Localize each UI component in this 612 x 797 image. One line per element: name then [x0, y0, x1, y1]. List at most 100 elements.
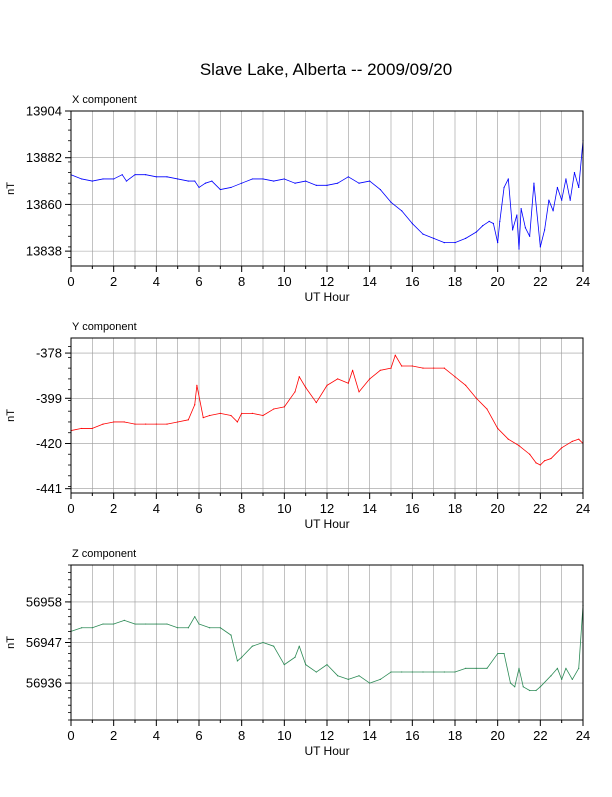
y-tick-label: 13860	[26, 197, 62, 212]
data-point	[394, 354, 396, 356]
data-point	[337, 182, 339, 184]
y-tick-label: -420	[36, 436, 62, 451]
data-point	[465, 667, 467, 669]
x-tick-label: 24	[576, 501, 590, 516]
data-point	[454, 242, 456, 244]
data-point	[497, 242, 499, 244]
data-point	[241, 182, 243, 184]
x-tick-label: 6	[195, 501, 202, 516]
data-point	[390, 367, 392, 369]
data-point	[315, 671, 317, 673]
x-tick-label: 22	[533, 728, 547, 743]
x-tick-label: 16	[405, 728, 419, 743]
data-point	[475, 667, 477, 669]
x-tick-label: 4	[153, 501, 160, 516]
data-point	[145, 423, 147, 425]
data-point	[486, 667, 488, 669]
data-point	[145, 174, 147, 176]
y-tick-label: 13882	[26, 150, 62, 165]
data-point	[91, 627, 93, 629]
data-point	[123, 421, 125, 423]
data-point	[390, 201, 392, 203]
x-tick-label: 12	[320, 501, 334, 516]
data-point	[561, 678, 563, 681]
data-point	[352, 369, 354, 371]
data-point	[578, 438, 580, 440]
data-point	[433, 237, 435, 239]
data-point	[337, 378, 339, 380]
data-point	[337, 675, 339, 677]
data-point	[273, 180, 275, 182]
data-point	[433, 367, 435, 369]
x-tick-label: 6	[195, 728, 202, 743]
data-point	[411, 671, 413, 673]
x-tick-label: 16	[405, 501, 419, 516]
x-tick-label: 8	[238, 501, 245, 516]
data-point	[262, 414, 264, 417]
data-point	[273, 408, 275, 410]
data-point	[177, 178, 179, 180]
data-point	[305, 664, 307, 666]
data-point	[166, 623, 168, 625]
data-point	[91, 427, 93, 430]
data-point	[379, 188, 381, 191]
data-point	[315, 184, 317, 186]
data-point	[219, 412, 221, 414]
data-point	[529, 235, 531, 237]
data-point	[305, 180, 307, 182]
data-point	[411, 222, 413, 225]
data-point	[326, 664, 328, 666]
data-point	[482, 225, 484, 227]
data-point	[422, 233, 424, 235]
x-axis-label: UT Hour	[304, 517, 349, 531]
x-tick-label: 14	[362, 501, 376, 516]
x-tick-label: 12	[320, 728, 334, 743]
data-series-line	[70, 354, 584, 466]
data-point	[401, 210, 403, 212]
y-axis-label: nT	[5, 409, 17, 422]
data-point	[511, 229, 514, 231]
data-point	[516, 214, 518, 216]
data-point	[347, 678, 349, 681]
data-point	[113, 421, 115, 423]
data-point	[125, 180, 128, 182]
data-point	[166, 176, 168, 178]
data-point	[283, 178, 285, 180]
data-point	[390, 671, 392, 673]
data-point	[507, 178, 509, 180]
x-tick-label: 24	[576, 274, 590, 289]
data-point	[369, 682, 371, 684]
data-point	[454, 671, 456, 673]
data-point	[475, 231, 477, 233]
data-point	[499, 220, 501, 223]
data-point	[443, 671, 445, 673]
x-tick-label: 18	[448, 274, 462, 289]
data-point	[262, 641, 264, 644]
data-point	[503, 652, 505, 655]
data-point	[379, 369, 381, 371]
data-point	[230, 186, 232, 189]
data-point	[187, 627, 189, 629]
x-tick-label: 8	[238, 274, 245, 289]
data-point	[454, 376, 456, 378]
x-tick-label: 16	[405, 274, 419, 289]
data-point	[236, 660, 238, 662]
data-point	[219, 627, 221, 629]
data-point	[211, 180, 213, 182]
x-tick-label: 18	[448, 501, 462, 516]
data-point	[194, 180, 196, 182]
y-tick-label: 56936	[26, 676, 62, 691]
y-tick-label: 56958	[26, 594, 62, 609]
x-tick-label: 14	[362, 728, 376, 743]
y-tick-label: -441	[36, 481, 62, 496]
data-point	[177, 627, 179, 629]
x-tick-label: 0	[67, 728, 74, 743]
data-point	[113, 178, 115, 180]
data-point	[433, 671, 435, 673]
data-point	[556, 667, 559, 669]
x-axis-label: UT Hour	[304, 744, 349, 758]
data-point	[187, 419, 189, 421]
chart-panel-1: 0 2 4 6 8 10 12 14 16 18 20 22 241383813860138821390…	[5, 94, 590, 304]
data-point	[529, 453, 531, 455]
x-tick-label: 12	[320, 274, 334, 289]
